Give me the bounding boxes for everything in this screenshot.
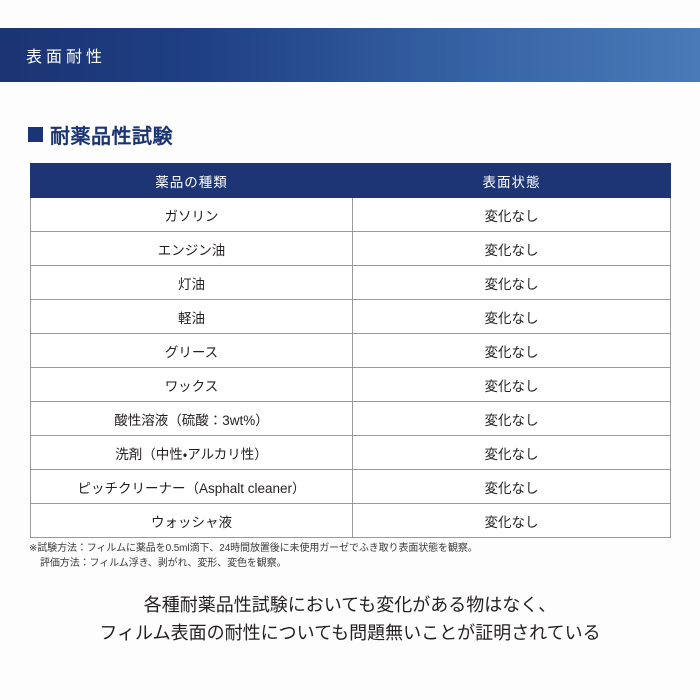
table-row: ワックス 変化なし: [30, 367, 671, 402]
cell-surface-state: 変化なし: [352, 503, 671, 538]
footnote-test-method: ※試験方法：フィルムに薬品を0.5ml滴下、24時間放置後に未使用ガーゼでふき取…: [29, 543, 478, 554]
column-header-state: 表面状態: [352, 163, 671, 198]
conclusion-line-2: フィルム表面の耐性についても問題無いことが証明されている: [99, 622, 601, 643]
cell-chemical: ガソリン: [30, 197, 353, 232]
cell-surface-state: 変化なし: [352, 367, 671, 402]
table-row: エンジン油 変化なし: [30, 231, 671, 266]
cell-surface-state: 変化なし: [352, 469, 671, 504]
cell-surface-state: 変化なし: [352, 231, 671, 266]
cell-surface-state: 変化なし: [352, 401, 671, 436]
cell-chemical: ピッチクリーナー（Asphalt cleaner）: [30, 469, 353, 504]
cell-chemical: 酸性溶液（硫酸：3wt%）: [30, 401, 353, 436]
cell-surface-state: 変化なし: [352, 435, 671, 470]
square-bullet-icon: [28, 127, 43, 142]
page-title: 表面耐性: [26, 49, 107, 66]
table-row: 軽油 変化なし: [30, 299, 671, 334]
section-heading-label: 耐薬品性試験: [50, 126, 173, 148]
cell-surface-state: 変化なし: [352, 197, 671, 232]
cell-chemical: エンジン油: [30, 231, 353, 266]
table-row: 洗剤（中性・アルカリ性） 変化なし: [30, 435, 671, 470]
cell-surface-state: 変化なし: [352, 333, 671, 368]
table-row: ガソリン 変化なし: [30, 197, 671, 232]
chemical-resistance-table: 薬品の種類 表面状態 ガソリン 変化なし エンジン油 変化なし 灯油 変化なし 軽油 変化なし…: [30, 163, 671, 538]
page-header-banner: 表面耐性: [0, 28, 700, 82]
cell-surface-state: 変化なし: [352, 265, 671, 300]
table-header-row: 薬品の種類 表面状態: [30, 163, 671, 198]
table-row: 灯油 変化なし: [30, 265, 671, 300]
conclusion-line-1: 各種耐薬品性試験においても変化がある物はなく、: [143, 595, 557, 615]
table-row: 酸性溶液（硫酸：3wt%） 変化なし: [30, 401, 671, 436]
footnote-evaluation-method: 評価方法：フィルム浮き、剥がれ、変形、変色を観察。: [40, 558, 287, 569]
cell-surface-state: 変化なし: [352, 299, 671, 334]
table-row: ピッチクリーナー（Asphalt cleaner） 変化なし: [30, 469, 671, 504]
table-row: グリース 変化なし: [30, 333, 671, 368]
column-header-chemical: 薬品の種類: [30, 163, 353, 198]
cell-chemical: ワックス: [30, 367, 353, 402]
cell-chemical: 軽油: [30, 299, 353, 334]
conclusion-text: 各種耐薬品性試験においても変化がある物はなく、 フィルム表面の耐性についても問題…: [0, 592, 700, 648]
cell-chemical: 洗剤（中性・アルカリ性）: [30, 435, 353, 470]
cell-chemical: 灯油: [30, 265, 353, 300]
cell-chemical: ウォッシャ液: [30, 503, 353, 538]
section-heading: 耐薬品性試験: [28, 120, 173, 149]
cell-chemical: グリース: [30, 333, 353, 368]
table-row: ウォッシャ液 変化なし: [30, 503, 671, 538]
footnotes: ※試験方法：フィルムに薬品を0.5ml滴下、24時間放置後に未使用ガーゼでふき取…: [29, 541, 478, 571]
